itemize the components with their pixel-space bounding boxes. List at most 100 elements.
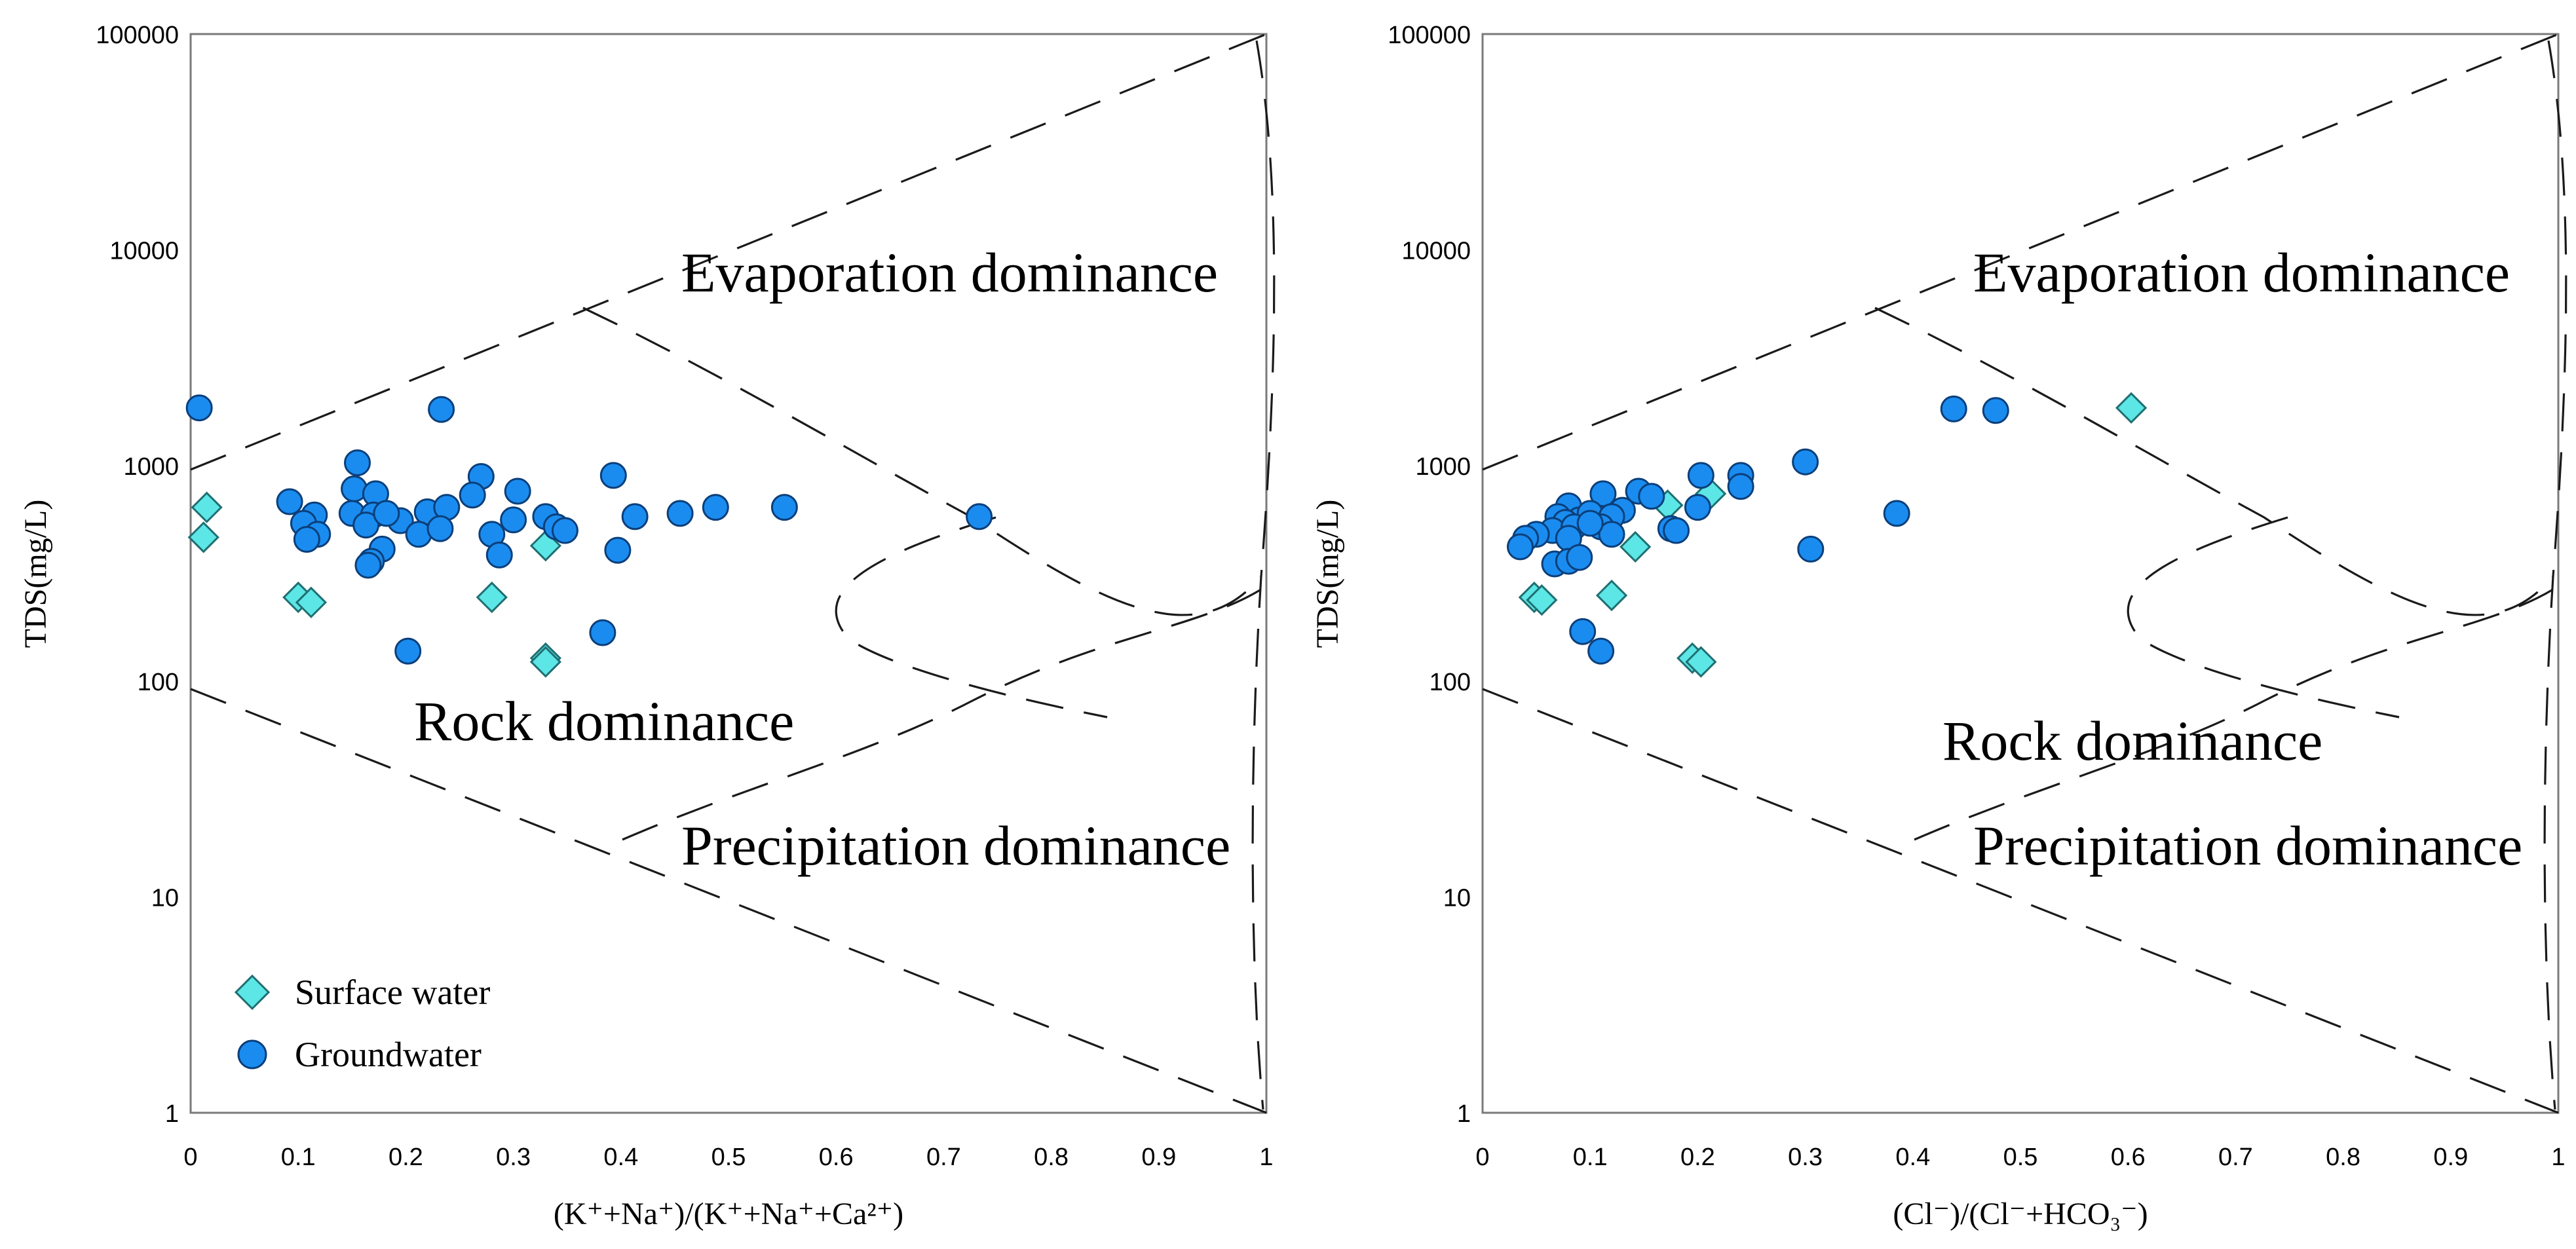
zone-label: Rock dominance (1942, 709, 2322, 772)
groundwater-point (185, 394, 213, 422)
x-tick-label: 0.3 (1788, 1144, 1823, 1171)
surface-water-point (529, 646, 561, 678)
groundwater-point (551, 517, 578, 544)
x-tick-label: 0.8 (2326, 1144, 2360, 1171)
y-tick-label: 100000 (96, 22, 179, 49)
groundwater-point (1684, 494, 1711, 521)
groundwater-point (1569, 618, 1597, 645)
groundwater-point (604, 536, 632, 564)
groundwater-point (1566, 544, 1593, 571)
surface-water-point (1685, 646, 1717, 678)
y-tick-label: 1 (1457, 1100, 1471, 1128)
x-axis-title: (Cl⁻)/(Cl⁻+HCO₃⁻) (1893, 1197, 2148, 1231)
groundwater-point (589, 619, 616, 646)
groundwater-point (426, 515, 454, 542)
groundwater-point (352, 512, 380, 539)
zone-labels: Evaporation dominance Rock dominance Preci… (1942, 241, 2522, 877)
y-tick-label: 1000 (123, 453, 179, 481)
x-tick-label: 0 (1475, 1144, 1489, 1171)
plot-frame (1481, 33, 2560, 1114)
y-tick-label: 10000 (109, 237, 179, 265)
groundwater-point (1638, 483, 1665, 510)
surface-water-point (2115, 392, 2148, 424)
evaporation-rock-boundary (1874, 307, 2554, 616)
right-edge-curve (2543, 40, 2567, 1110)
zone-label: Precipitation dominance (681, 814, 1230, 877)
x-tick-label: 0.1 (1573, 1144, 1608, 1171)
y-axis-tick-labels: 1 10 100 1000 10000 100000 (96, 22, 179, 1128)
y-tick-label: 100 (1430, 669, 1471, 696)
surface-water-point (1619, 531, 1652, 563)
x-tick-label: 0.2 (1680, 1144, 1715, 1171)
groundwater-point (1506, 533, 1534, 561)
groundwater-point (373, 500, 400, 527)
groundwater-point (293, 525, 320, 553)
surface-water-point (1526, 584, 1558, 616)
x-axis-tick-labels: 0 0.1 0.2 0.3 0.4 0.5 0.6 0.7 0.8 0.9 1 (1475, 1144, 2565, 1171)
groundwater-point (1982, 397, 2009, 424)
zone-label: Evaporation dominance (1973, 241, 2510, 304)
groundwater-point (1663, 517, 1690, 544)
x-tick-label: 0.5 (711, 1144, 746, 1171)
groundwater-point (1940, 395, 1967, 422)
groundwater-point (621, 503, 649, 531)
groundwater-point (1797, 535, 1825, 563)
groundwater-point (966, 503, 993, 531)
groundwater-point (599, 462, 627, 489)
y-axis-title: TDS(mg/L) (18, 500, 53, 648)
x-tick-label: 0.7 (2218, 1144, 2253, 1171)
x-tick-label: 0.9 (2433, 1144, 2468, 1171)
x-tick-label: 0.6 (2111, 1144, 2146, 1171)
surface-water-point (295, 586, 328, 618)
groundwater-point (666, 500, 694, 527)
anion-gibbs-plot: 1 10 100 1000 10000 100000 0 0.1 0.2 0.3 0.4 0.5 0.… (1310, 22, 2567, 1231)
x-tick-label: 0.1 (281, 1144, 316, 1171)
groundwater-point (354, 551, 382, 579)
groundwater-point (459, 481, 486, 509)
upper-boundary-line (1482, 33, 2559, 471)
groundwater-point (1727, 473, 1754, 500)
groundwater-point (485, 541, 513, 569)
legend: Surface water Groundwater (234, 973, 490, 1074)
groundwater-point (344, 449, 371, 477)
groundwater-point (1589, 480, 1617, 508)
x-tick-label: 0.6 (819, 1144, 854, 1171)
groundwater-point (1576, 510, 1604, 537)
data-points (1506, 392, 2148, 678)
x-tick-label: 0.4 (1895, 1144, 1930, 1171)
groundwater-point (770, 494, 798, 521)
rock-precipitation-boundary (622, 588, 1262, 841)
surface-water-point (1595, 579, 1628, 612)
x-tick-label: 0.2 (388, 1144, 423, 1171)
y-tick-label: 1000 (1415, 453, 1471, 481)
legend-groundwater-label: Groundwater (295, 1035, 482, 1074)
legend-surface-water-marker (234, 974, 271, 1011)
rock-precipitation-boundary (1914, 588, 2554, 841)
x-tick-label: 0 (183, 1144, 197, 1171)
zone-label: Rock dominance (414, 690, 794, 753)
zone-label: Evaporation dominance (681, 241, 1218, 304)
groundwater-point (1598, 521, 1625, 548)
x-tick-label: 0.7 (926, 1144, 961, 1171)
cation-gibbs-plot: 1 10 100 1000 10000 100000 0 0.1 0.2 0.3 0.4 0.5 0.… (18, 22, 1276, 1231)
y-tick-label: 10 (1443, 885, 1471, 912)
zone-label: Precipitation dominance (1973, 814, 2522, 877)
surface-water-point (476, 581, 508, 614)
y-tick-label: 10 (151, 885, 179, 912)
zone-labels: Evaporation dominance Rock dominance Preci… (414, 241, 1230, 877)
groundwater-point (1883, 500, 1910, 527)
legend-surface-water-label: Surface water (295, 973, 490, 1012)
legend-groundwater-marker (237, 1039, 267, 1070)
upper-boundary-line (190, 33, 1267, 471)
groundwater-point (504, 477, 531, 505)
y-tick-label: 10000 (1401, 237, 1471, 265)
surface-water-point (191, 491, 223, 523)
y-tick-label: 100000 (1388, 22, 1471, 49)
groundwater-point (500, 506, 527, 534)
boundary-lines (1482, 33, 2567, 1114)
y-tick-label: 1 (165, 1100, 179, 1128)
x-tick-label: 1 (1259, 1144, 1273, 1171)
groundwater-point (702, 494, 729, 521)
right-edge-curve (1251, 40, 1276, 1110)
